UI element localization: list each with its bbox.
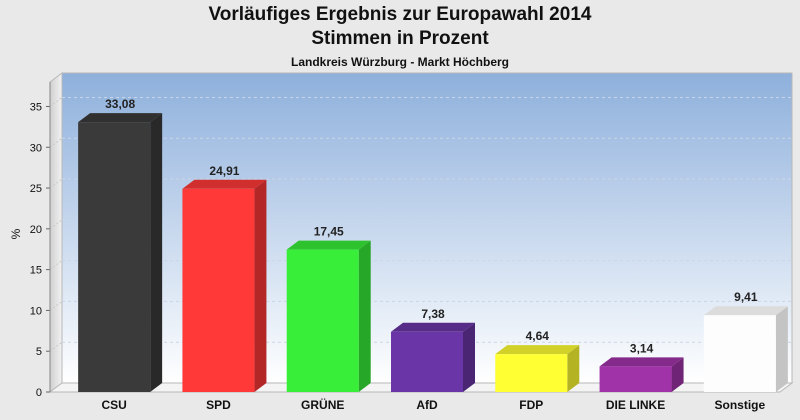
bar-grüne: 17,45 [286,225,371,392]
bar-value-label: 33,08 [105,97,135,111]
y-axis-label: % [9,228,23,239]
bar-side [567,345,580,392]
bar-top [703,306,788,316]
bar-side [671,357,684,392]
x-tick-label: CSU [101,398,126,412]
bar-csu: 33,08 [78,97,163,392]
bar-value-label: 7,38 [421,307,445,321]
bar-top [286,240,371,250]
bar-value-label: 3,14 [630,341,654,355]
bar-side [358,240,371,392]
chart-title: Vorläufiges Ergebnis zur Europawahl 2014 [208,4,592,25]
bar-top [391,322,475,332]
bar-front [495,354,568,392]
bar-front [78,122,151,392]
y-tick-label: 15 [30,265,42,277]
gridline-side [49,301,63,311]
x-tick-label: Sonstige [715,398,766,412]
gridline-side [49,97,63,107]
bar-top [599,357,684,367]
x-tick-label: SPD [206,398,231,412]
gridline-side [49,178,63,189]
chart-titles: Vorläufiges Ergebnis zur Europawahl 2014… [0,0,800,70]
x-tick-label: FDP [519,398,543,412]
bar-top [78,113,163,123]
y-tick-label: 5 [36,346,42,358]
gridline-side [49,137,63,148]
x-tick-label: GRÜNE [301,397,344,412]
bar-die-linke: 3,14 [599,341,684,392]
bar-side [463,322,475,392]
bar-top [495,345,580,355]
gridline-side [49,341,63,352]
y-tick-label: 30 [30,142,42,154]
y-tick-label: 10 [30,305,42,317]
gridline-side [49,260,63,271]
y-tick-label: 25 [30,183,42,195]
bar-front [599,366,672,392]
bars: 33,08 24,91 17,45 7,38 4,64 3,14 9,41 [78,97,788,392]
y-tick-label: 20 [30,224,42,236]
chart-subtitle: Stimmen in Prozent [311,28,489,49]
x-tick-label: DIE LINKE [606,398,665,412]
bar-front [703,315,776,392]
chart-caption: Landkreis Würzburg - Markt Höchberg [290,55,510,69]
bar-spd: 24,91 [182,164,267,392]
bar-value-label: 4,64 [526,329,550,343]
bar-front [182,188,255,392]
y-tick-label: 35 [30,101,42,113]
bar-side [775,306,788,392]
bar-front [391,331,463,392]
bar-top [182,179,267,189]
bar-value-label: 17,45 [314,225,344,239]
bar-side [254,179,267,392]
bar-fdp: 4,64 [495,329,580,392]
bar-afd: 7,38 [391,307,475,392]
bar-side [150,113,163,392]
y-tick-label: 0 [36,387,42,399]
gridline-side [49,219,63,230]
bar-value-label: 24,91 [209,164,239,178]
bar-front [286,249,359,392]
y-axis-ticks: 0 5 10 15 20 25 30 35 [30,82,51,399]
x-tick-label: AfD [416,398,438,412]
bar-sonstige: 9,41 [703,290,788,392]
bar-value-label: 9,41 [734,290,758,304]
x-axis-labels: CSU SPD GRÜNE AfD FDP DIE LINKE Sonstige [101,397,765,412]
